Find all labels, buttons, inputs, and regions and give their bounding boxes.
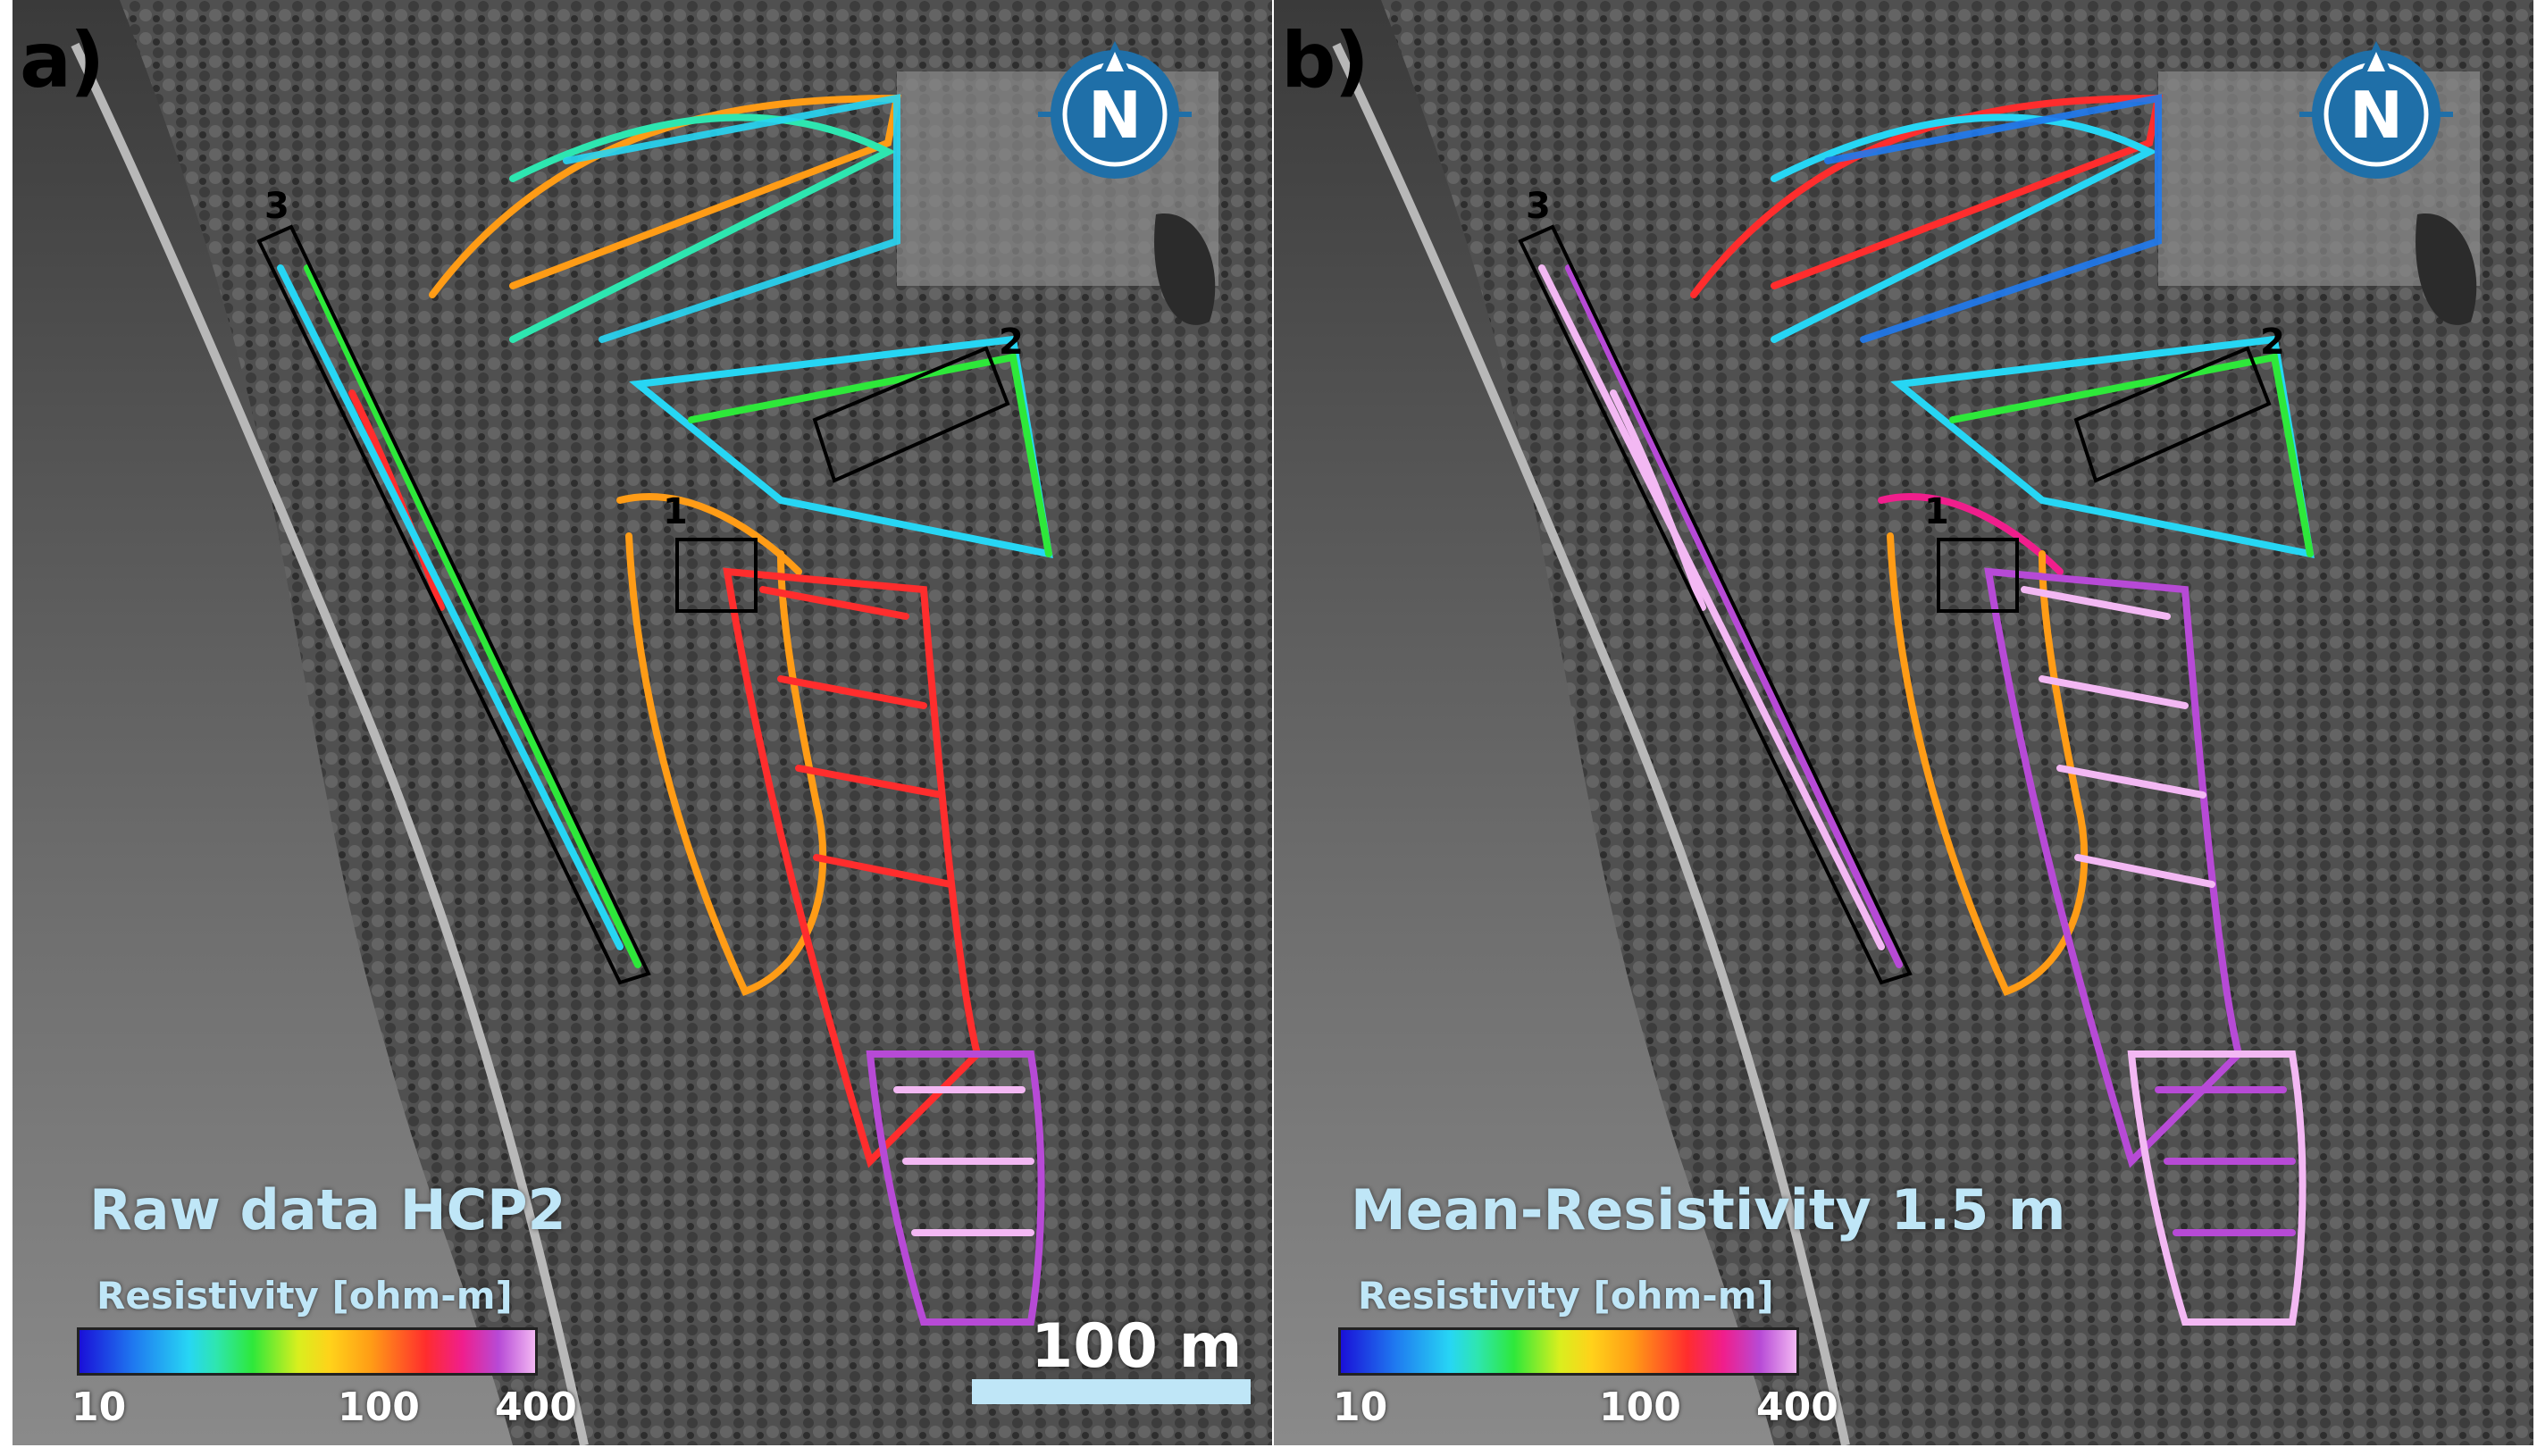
shore-road [71,42,589,1445]
colorbar-tick-10: 10 [71,1385,127,1430]
north-arrow-compass-icon: N [2299,41,2453,179]
panel-letter: a) [20,16,105,105]
panel-title: Mean-Resistivity 1.5 m [1351,1177,2066,1243]
pond [1154,213,1216,325]
aerial-map-a [13,0,1272,1445]
colorbar-title: Resistivity [ohm-m] [96,1274,513,1318]
map-panel-b: b) 3 2 1 N Mean-Resistivity 1.5 m Resist… [1274,0,2533,1445]
site-box-2 [2073,346,2272,483]
site-label-1: 1 [1924,491,1949,532]
site-label-2: 2 [2260,322,2285,363]
panel-title: Raw data HCP2 [89,1177,566,1243]
colorbar-tick-100: 100 [338,1385,420,1430]
site-label-3: 3 [1526,186,1551,227]
survey-tracks-b [1538,94,2315,1326]
svg-text:N: N [1088,78,1142,153]
site-label-1: 1 [663,491,688,532]
survey-tracks-a [277,94,1053,1326]
colorbar-tick-10: 10 [1333,1385,1388,1430]
colorbar-title: Resistivity [ohm-m] [1358,1274,1774,1318]
colorbar [77,1327,538,1376]
north-arrow-compass-icon: N [1038,41,1192,179]
lake [1274,0,1774,1445]
site-box-3 [1518,224,1913,985]
map-panel-a: a) 3 2 1 N Raw data HCP2 Resistivity [oh… [13,0,1272,1445]
svg-text:N: N [2349,78,2403,153]
colorbar-tick-400: 400 [495,1385,577,1430]
site-box-1 [675,538,758,613]
scale-bar [972,1379,1251,1404]
panel-letter: b) [1281,16,1369,105]
site-label-3: 3 [264,186,289,227]
scale-bar-label: 100 m [1031,1311,1243,1382]
pond [2416,213,2477,325]
lake [13,0,513,1445]
aerial-map-b [1274,0,2533,1445]
site-box-3 [256,224,651,985]
site-box-1 [1937,538,2019,613]
shore-road [1332,42,1850,1445]
site-box-2 [812,346,1010,483]
colorbar-tick-100: 100 [1599,1385,1681,1430]
site-label-2: 2 [999,322,1024,363]
colorbar [1338,1327,1799,1376]
colorbar-tick-400: 400 [1756,1385,1838,1430]
